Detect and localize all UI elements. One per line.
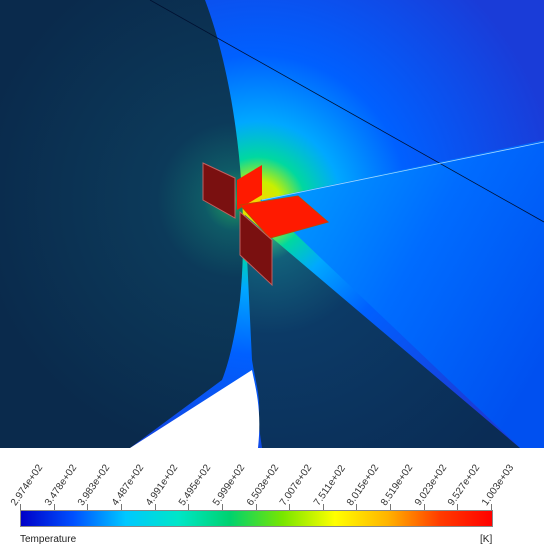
- right-domain-region: [260, 140, 544, 448]
- legend-tick-label: 8.519e+02: [379, 462, 416, 508]
- legend-tick-mark: [491, 504, 492, 510]
- legend-tick-mark: [423, 504, 425, 510]
- legend-tick-label: 9.527e+02: [446, 462, 483, 508]
- blank-region: [130, 370, 260, 448]
- legend-tick-label: 4.487e+02: [109, 462, 147, 508]
- legend-tick-label: 4.991e+02: [143, 462, 180, 508]
- temperature-legend: 2.974e+02 3.478e+02 3.983e+02 4.487e+02 4.99…: [0, 448, 544, 550]
- legend-tick-label: 5.495e+02: [177, 462, 214, 508]
- legend-tick-mark: [457, 504, 459, 510]
- legend-tick-label: 8.015e+02: [345, 462, 382, 508]
- hot-fin-lower: [239, 210, 273, 287]
- legend-tick-label: 3.983e+02: [76, 462, 113, 508]
- legend-tick-mark: [356, 504, 358, 510]
- temperature-colorbar: [20, 510, 493, 527]
- legend-tick-label: 5.999e+02: [210, 462, 248, 508]
- legend-tick-mark: [20, 504, 21, 510]
- legend-unit: [K]: [480, 534, 493, 545]
- legend-tick-mark: [120, 504, 122, 510]
- legend-tick-mark: [87, 504, 89, 510]
- legend-tick-mark: [53, 504, 55, 510]
- legend-tick-mark: [221, 504, 223, 510]
- hot-fin-upper: [237, 165, 262, 210]
- legend-tick-mark: [255, 504, 257, 510]
- hot-fin-left: [202, 162, 236, 219]
- legend-tick-mark: [289, 504, 291, 510]
- boundary-line: [149, 0, 544, 223]
- legend-tick-labels: 2.974e+02 3.478e+02 3.983e+02 4.487e+02 4.99…: [0, 448, 544, 510]
- legend-tick-label: 3.478e+02: [42, 462, 79, 508]
- legend-tick-label: 1.003e+03: [479, 462, 517, 508]
- lower-domain-region: [245, 215, 520, 448]
- legend-title: Temperature: [20, 534, 77, 545]
- legend-tick-label: 7.007e+02: [278, 462, 315, 508]
- temperature-contour-view[interactable]: [0, 0, 544, 448]
- legend-tick-label: 6.503e+02: [244, 462, 281, 508]
- legend-tick-label: 2.974e+02: [8, 462, 46, 508]
- boundary-line: [261, 141, 544, 201]
- legend-tick-mark: [154, 504, 156, 510]
- legend-tick-mark: [390, 504, 392, 510]
- legend-tick-label: 7.511e+02: [311, 463, 348, 508]
- legend-tick-mark: [188, 504, 190, 510]
- legend-tick-label: 9.023e+02: [412, 462, 449, 508]
- legend-tick-mark: [322, 504, 324, 510]
- left-domain-region: [0, 0, 244, 448]
- hot-fin-right: [239, 195, 330, 239]
